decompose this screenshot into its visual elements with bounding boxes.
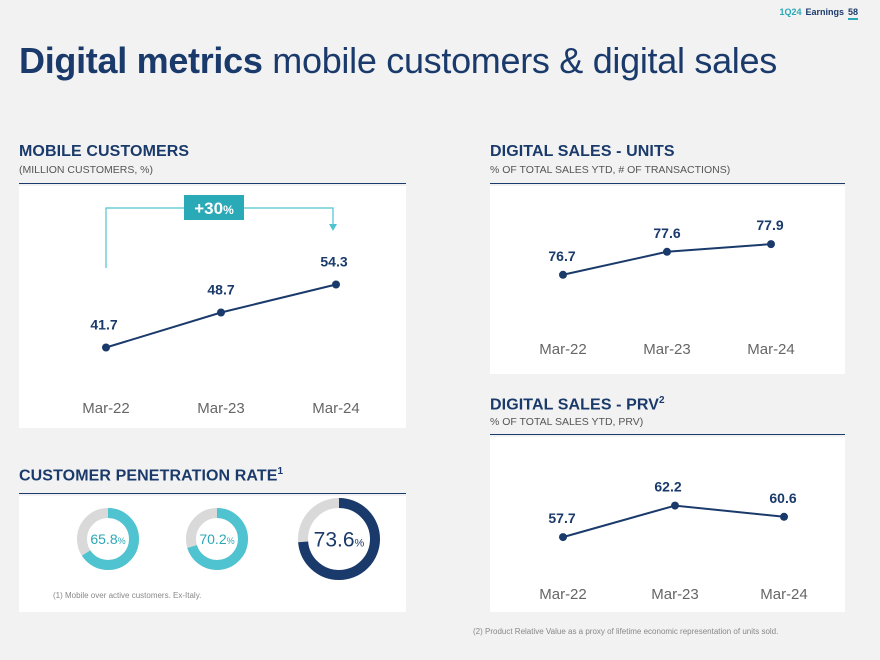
donut-arc-mar-23 [186, 508, 248, 570]
data-point-mar-22 [102, 343, 110, 352]
x-tick-label-mar-24: Mar-24 [760, 586, 808, 603]
prv-title-text: DIGITAL SALES - PRV [490, 396, 660, 414]
page-title-bold: Digital metrics [19, 40, 263, 81]
donut-label-mar-22: 65.8% [90, 531, 125, 547]
mobile-section-title: MOBILE CUSTOMERS [19, 143, 190, 160]
penetration-title-sup: 1 [277, 466, 284, 477]
donut-value-mar-24: 73.6 [314, 529, 355, 552]
x-tick-label-mar-22: Mar-22 [82, 400, 130, 417]
page-number: 58 [847, 7, 858, 20]
x-tick-label-mar-23: Mar-23 [197, 400, 245, 417]
penetration-panel: 65.8% 70.2% 73.6% (1) Mobile over active c… [19, 496, 406, 612]
donut-value-mar-22: 65.8 [90, 531, 117, 547]
data-label-mar-23: 77.6 [653, 225, 680, 241]
page-title-rest: mobile customers & digital sales [262, 40, 777, 81]
growth-badge [184, 195, 244, 220]
header-label: Earnings [805, 7, 844, 17]
x-tick-label-mar-23: Mar-23 [651, 586, 699, 603]
footnote-2: (2) Product Relative Value as a proxy of… [473, 627, 779, 636]
units-series: 76.7 Mar-22 77.6 Mar-23 77.9 Mar-24 [539, 217, 795, 358]
donut-label-mar-23: 70.2% [199, 531, 234, 547]
penetration-section-rule [19, 493, 406, 494]
prv-section-title: DIGITAL SALES - PRV2 [490, 395, 665, 414]
mobile-chart: +30% 41.7 Mar-22 48.7 Mar-23 54.3 Mar-24 [82, 195, 360, 418]
x-tick-label-mar-23: Mar-23 [643, 341, 691, 358]
data-label-mar-23: 48.7 [207, 282, 234, 298]
donut-arc-mar-22 [77, 508, 139, 570]
prv-chart: 57.7 Mar-22 62.2 Mar-23 60.6 Mar-24 [539, 479, 808, 603]
data-label-mar-24: 60.6 [769, 490, 796, 506]
x-tick-label-mar-22: Mar-22 [539, 341, 587, 358]
data-point-mar-23 [663, 247, 671, 256]
donut-unit-mar-24: % [355, 538, 365, 550]
penetration-chart: 65.8% 70.2% 73.6% [77, 498, 380, 580]
x-tick-label-mar-22: Mar-22 [539, 586, 587, 603]
donut-unit-mar-23: % [227, 536, 235, 546]
growth-badge-text: +30% [194, 199, 234, 218]
prv-section-rule [490, 434, 845, 435]
growth-badge-value: +30 [194, 199, 223, 218]
donut-value-mar-23: 70.2 [199, 531, 226, 547]
units-panel: 76.7 Mar-22 77.6 Mar-23 77.9 Mar-24 [490, 186, 845, 374]
units-chart: 76.7 Mar-22 77.6 Mar-23 77.9 Mar-24 [539, 217, 795, 358]
data-label-mar-24: 54.3 [320, 254, 347, 270]
x-tick-label-mar-24: Mar-24 [312, 400, 360, 417]
growth-badge-unit: % [223, 203, 234, 217]
data-label-mar-24: 77.9 [756, 217, 783, 233]
units-section-rule [490, 183, 845, 184]
x-tick-label-mar-24: Mar-24 [747, 341, 795, 358]
data-label-mar-22: 76.7 [548, 248, 575, 264]
data-point-mar-24 [332, 280, 340, 289]
header-tag: 1Q24 Earnings 58 [779, 7, 858, 20]
mobile-panel: +30% 41.7 Mar-22 48.7 Mar-23 54.3 Mar-24 [19, 186, 406, 428]
data-point-mar-23 [217, 308, 225, 317]
mobile-series: 41.7 Mar-22 48.7 Mar-23 54.3 Mar-24 [82, 254, 360, 418]
data-label-mar-22: 57.7 [548, 510, 575, 526]
penetration-title-text: CUSTOMER PENETRATION RATE [19, 467, 278, 485]
penetration-donuts: 65.8% 70.2% 73.6% [77, 498, 380, 580]
page-title: Digital metrics mobile customers & digit… [19, 40, 777, 82]
penetration-section-title: CUSTOMER PENETRATION RATE1 [19, 466, 283, 485]
prv-series: 57.7 Mar-22 62.2 Mar-23 60.6 Mar-24 [539, 479, 808, 603]
mobile-growth-connector: +30% [105, 195, 337, 268]
donut-arc-mar-24 [298, 498, 380, 580]
prv-section-subtitle: % OF TOTAL SALES YTD, PRV) [490, 416, 644, 428]
data-label-mar-22: 41.7 [90, 317, 117, 333]
donut-label-mar-24: 73.6% [314, 529, 365, 552]
data-point-mar-22 [559, 270, 567, 279]
units-section-title: DIGITAL SALES - UNITS [490, 143, 675, 160]
units-section-subtitle: % OF TOTAL SALES YTD, # OF TRANSACTIONS) [490, 164, 731, 176]
prv-series-line [562, 504, 785, 539]
prv-panel: 57.7 Mar-22 62.2 Mar-23 60.6 Mar-24 [490, 437, 845, 612]
mobile-section-rule [19, 183, 406, 184]
footnote-1: (1) Mobile over active customers. Ex-Ita… [53, 591, 202, 600]
data-point-mar-24 [767, 240, 775, 249]
data-point-mar-24 [780, 512, 788, 521]
header-period: 1Q24 [779, 7, 802, 17]
growth-arrowhead [329, 224, 337, 231]
mobile-section-subtitle: (MILLION CUSTOMERS, %) [19, 164, 153, 176]
donut-unit-mar-22: % [118, 536, 126, 546]
prv-title-sup: 2 [659, 395, 665, 406]
data-label-mar-23: 62.2 [654, 479, 681, 495]
data-point-mar-23 [671, 501, 679, 510]
data-point-mar-22 [559, 533, 567, 542]
